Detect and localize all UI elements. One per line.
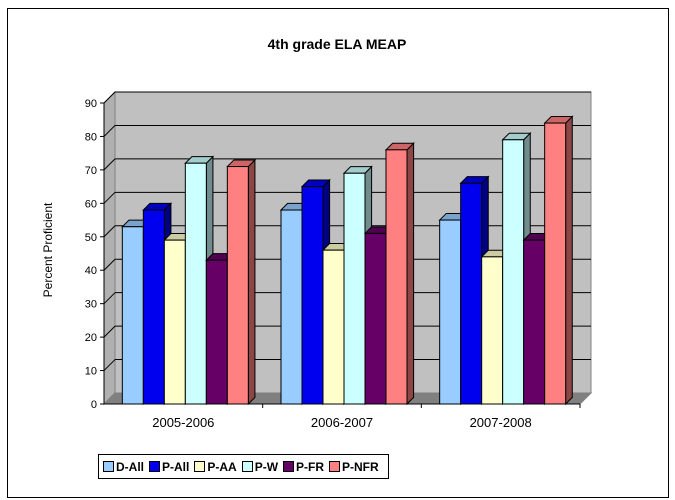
bar-p-w [343,172,366,405]
bar-d-all [439,219,462,405]
gridline [103,258,116,271]
legend-label: P-NFR [342,459,379,474]
bar-p-nfr [226,166,249,405]
legend-label: P-FR [296,459,325,474]
legend-label: P-All [162,459,190,474]
gridline [103,359,116,371]
chart-title: 4th grade ELA MEAP [268,36,407,52]
legend-swatch [329,461,341,472]
bar-p-nfr [385,149,408,405]
bar-p-all [301,186,324,405]
side-wall [103,90,116,406]
y-tick-label: 20 [85,332,97,344]
bar-p-fr [205,259,228,405]
legend-item: P-FR [283,460,324,474]
legend-swatch [283,461,295,472]
gridline [103,158,116,171]
legend-label: P-W [254,459,279,474]
y-tick-label: 80 [85,131,97,143]
gridline [103,225,116,238]
y-tick-label: 10 [85,366,97,378]
bar-p-all [142,209,165,405]
gridline [103,91,116,104]
bar-p-nfr [544,122,567,405]
legend-swatch [194,461,206,472]
legend: D-All P-All P-AA P-W P-FR P-NFR [98,454,389,479]
legend-swatch [103,461,114,472]
y-tick-label: 90 [85,98,97,110]
gridline [103,325,116,338]
bar-d-all [280,209,303,405]
bar-p-w [184,162,207,405]
bar-p-w [502,139,525,405]
bar-p-aa [322,249,345,405]
bar-p-all [460,182,483,405]
y-tick-label: 30 [85,299,97,311]
y-tick-label: 0 [91,399,97,411]
bar-p-fr [364,232,387,405]
legend-swatch [149,461,160,472]
y-tick-label: 60 [85,198,97,210]
bar-p-aa [163,239,186,405]
legend-swatch [241,461,253,472]
bar-side [406,142,415,406]
y-tick-label: 40 [85,265,97,277]
x-tick-label: 2007-2008 [470,415,532,430]
x-tick-label: 2006-2007 [311,415,373,430]
legend-item: P-AA [194,459,237,474]
legend-label: D-All [116,459,144,474]
legend-label: P-AA [207,459,237,474]
bar-p-aa [481,256,504,405]
bar-side [247,158,256,406]
y-tick-label: 70 [85,165,97,177]
x-tick-label: 2005-2006 [152,415,214,430]
legend-item: P-W [241,459,279,474]
y-axis-label: Percent Proficient [41,202,55,297]
gridline [103,125,116,137]
bar-side [565,115,573,406]
y-tick-label: 50 [85,232,97,244]
legend-item: D-All [103,460,144,474]
bar-d-all [121,226,144,405]
gridline [103,292,116,305]
legend-item: P-NFR [329,460,379,474]
gridline [103,191,116,204]
bar-p-fr [523,239,546,405]
legend-item: P-All [149,460,189,474]
plot-area: 0 10 20 30 40 50 60 70 80 90 2005-2006 2006-2007 200… [85,90,593,430]
